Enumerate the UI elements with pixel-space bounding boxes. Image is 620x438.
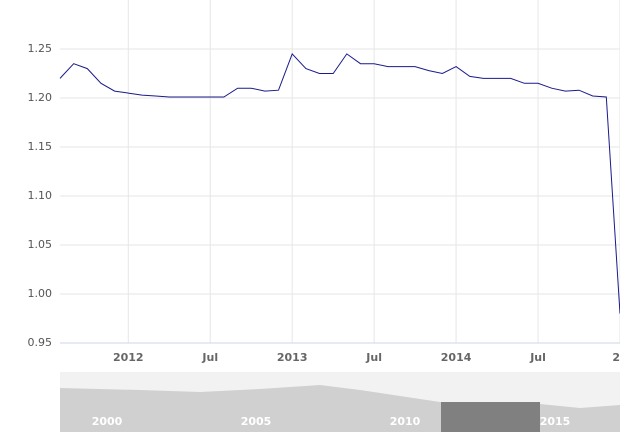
- navigator-selection[interactable]: [441, 402, 540, 432]
- y-tick-label: 1.20: [28, 91, 53, 104]
- navigator-label: 2010: [390, 415, 421, 428]
- x-tick-label: 2012: [113, 351, 144, 364]
- x-tick-label: 20: [612, 351, 620, 364]
- navigator-label: 2005: [241, 415, 272, 428]
- y-tick-label: 1.15: [28, 140, 53, 153]
- y-tick-label: 0.95: [28, 336, 53, 349]
- navigator-label: 2015: [540, 415, 571, 428]
- navigator-label: 2000: [92, 415, 123, 428]
- navigator: 2000 2005 2010 2015: [60, 372, 620, 432]
- y-tick-label: 1.05: [28, 238, 53, 251]
- x-tick-label: Jul: [529, 351, 546, 364]
- x-tick-label: Jul: [365, 351, 382, 364]
- y-tick-label: 1.25: [28, 42, 53, 55]
- y-tick-label: 1.00: [28, 287, 53, 300]
- y-tick-label: 1.10: [28, 189, 53, 202]
- x-tick-label: 2014: [441, 351, 472, 364]
- x-tick-label: 2013: [277, 351, 308, 364]
- x-tick-label: Jul: [201, 351, 218, 364]
- line-series: [59, 52, 620, 314]
